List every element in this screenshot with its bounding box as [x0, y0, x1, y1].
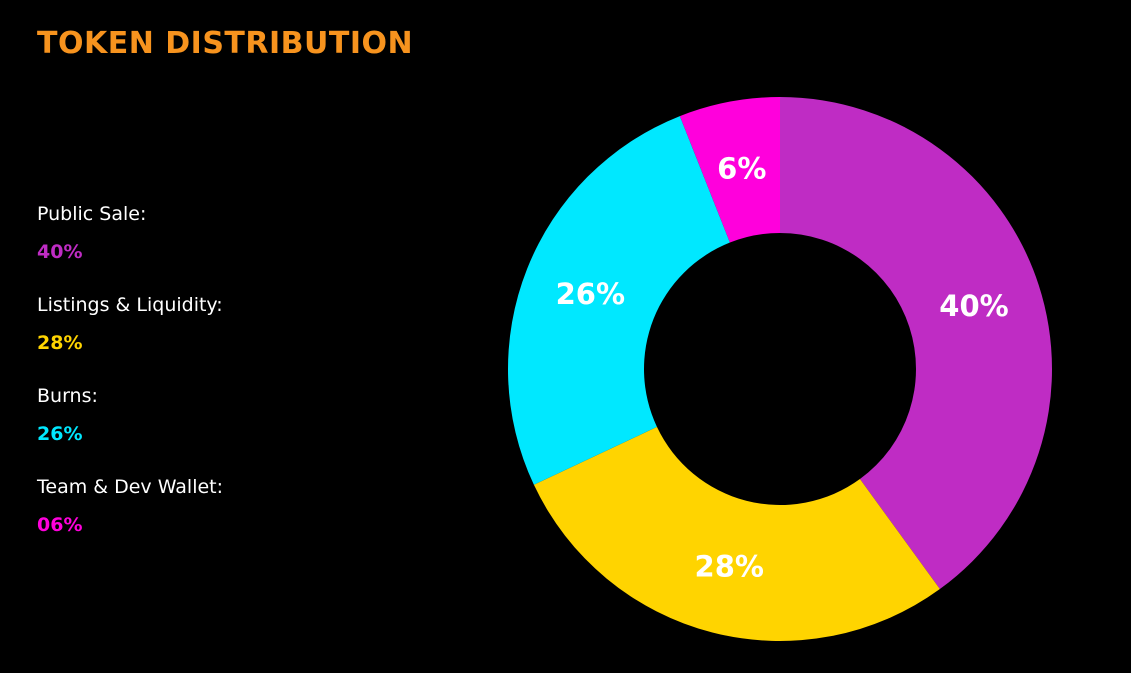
- legend-label: Team & Dev Wallet:: [37, 476, 224, 498]
- legend-label: Burns:: [37, 385, 98, 407]
- chart-title: TOKEN DISTRIBUTION: [37, 26, 414, 61]
- donut-slice-burns: [507, 116, 730, 485]
- legend-value: 40%: [37, 241, 83, 263]
- legend-item-burns: Burns: 26%: [37, 382, 223, 473]
- donut-slice-listings-liquidity: [533, 426, 940, 641]
- legend-item-listings-liquidity: Listings & Liquidity: 28%: [37, 291, 223, 382]
- donut-slice-team-dev-wallet: [679, 97, 780, 243]
- slice-label-team-dev-wallet: 6%: [717, 152, 766, 186]
- legend-item-team-dev-wallet: Team & Dev Wallet: 06%: [37, 473, 223, 564]
- slice-label-listings-liquidity: 28%: [695, 550, 764, 584]
- legend-value: 26%: [37, 423, 83, 445]
- slice-label-burns: 26%: [556, 277, 625, 311]
- legend-value: 06%: [37, 514, 83, 536]
- slice-label-public-sale: 40%: [939, 289, 1008, 323]
- legend-item-public-sale: Public Sale: 40%: [37, 200, 223, 291]
- legend-value: 28%: [37, 332, 83, 354]
- donut-slice-public-sale: [780, 97, 1052, 590]
- legend-label: Listings & Liquidity:: [37, 294, 223, 316]
- legend-label: Public Sale:: [37, 203, 147, 225]
- legend: Public Sale: 40% Listings & Liquidity: 2…: [37, 200, 223, 564]
